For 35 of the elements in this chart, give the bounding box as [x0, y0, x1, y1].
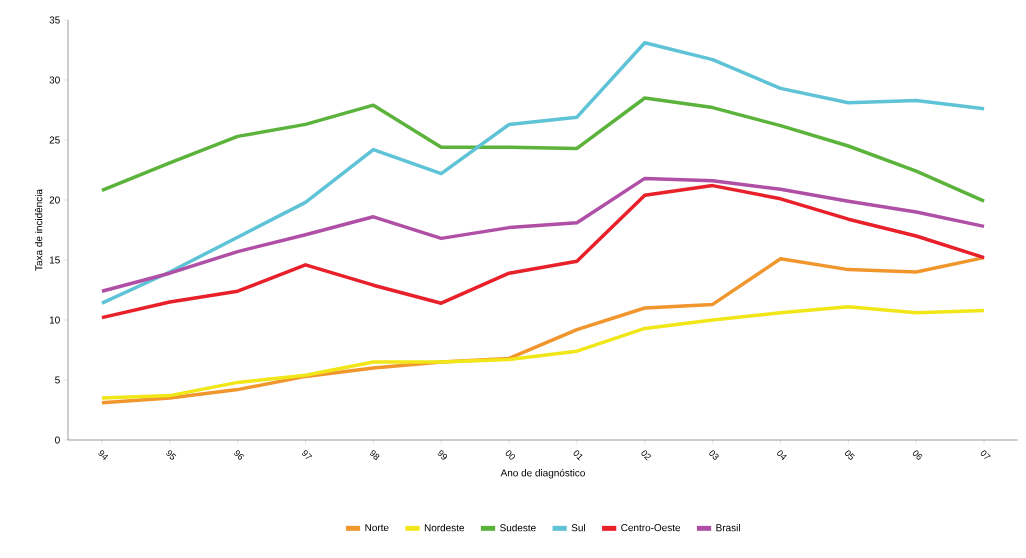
legend-label: Centro-Oeste — [621, 524, 681, 532]
y-tick-label: 5 — [55, 376, 60, 384]
x-tick-label: 07 — [980, 450, 991, 459]
x-axis-title: Ano de diagnóstico — [500, 468, 585, 479]
x-tick-label: 97 — [302, 450, 313, 459]
x-tick-label: 02 — [641, 450, 651, 461]
y-tick-label: 15 — [49, 256, 60, 264]
y-tick-label: 25 — [49, 136, 60, 144]
legend-label: Brasil — [716, 523, 740, 532]
y-tick-label: 10 — [49, 316, 60, 324]
x-tick-label: 96 — [234, 450, 244, 460]
x-tick-label: 95 — [166, 450, 177, 460]
x-tick-label: 99 — [437, 450, 448, 460]
x-tick-label: 01 — [573, 450, 583, 461]
x-tick-label: 06 — [912, 450, 923, 460]
line-series — [100, 176, 986, 293]
x-tick-label: 04 — [777, 450, 787, 460]
x-tick-label: 00 — [505, 450, 515, 460]
y-tick-label: 0 — [55, 436, 60, 444]
x-tick-label: 03 — [709, 450, 719, 460]
legend-label: Sul — [571, 523, 585, 532]
x-tick-label: 94 — [98, 450, 109, 460]
x-tick-label: 05 — [845, 450, 855, 460]
legend-label: Norte — [365, 524, 389, 532]
y-axis-title: Taxa de incidência — [34, 189, 43, 271]
y-tick-label: 35 — [49, 16, 60, 24]
line-series — [100, 305, 986, 400]
legend-label: Nordeste — [424, 523, 465, 532]
y-tick-label: 20 — [49, 196, 60, 204]
y-tick-label: 30 — [49, 76, 60, 84]
line-series — [100, 96, 986, 203]
line-series — [100, 183, 986, 320]
x-tick-label: 98 — [369, 450, 380, 460]
line-series — [100, 41, 986, 305]
legend-label: Sudeste — [500, 523, 536, 532]
